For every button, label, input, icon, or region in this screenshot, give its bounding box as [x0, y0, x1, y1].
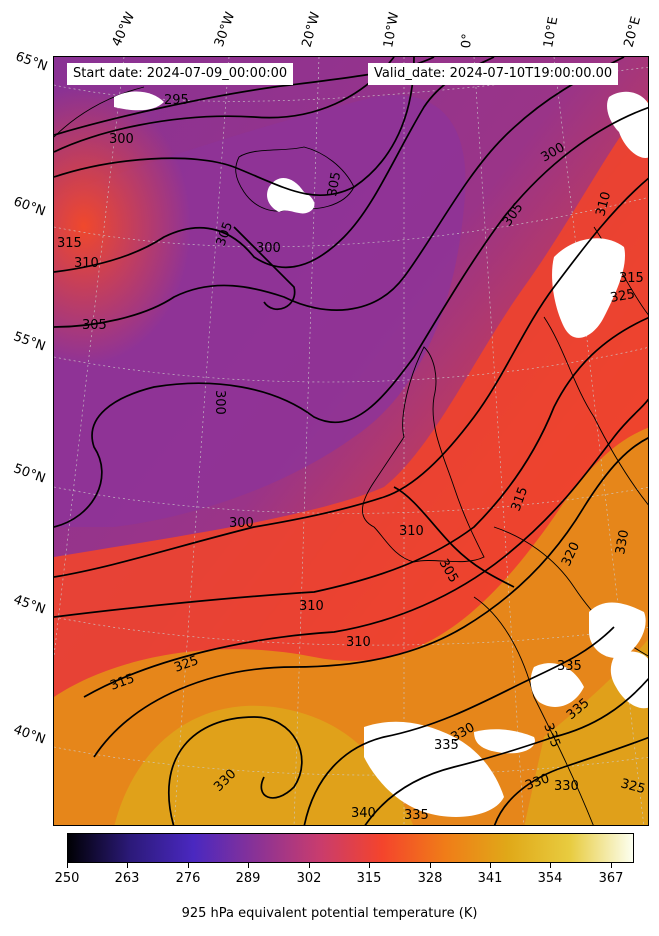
- contour-label: 310: [74, 256, 99, 271]
- colorbar-tick: [369, 863, 370, 868]
- colorbar-tick-label: 367: [598, 871, 624, 886]
- colorbar-tick: [430, 863, 431, 868]
- longitude-label: 10°E: [541, 15, 562, 49]
- colorbar-title: 925 hPa equivalent potential temperature…: [181, 906, 478, 921]
- start-date-label: Start date: 2024-07-09_00:00:00: [67, 63, 294, 85]
- colorbar-tick-label: 328: [417, 871, 443, 886]
- contour-label: 300: [109, 132, 134, 147]
- contour-label-group: 295 300 305 300 305 315 310 305 300 305 …: [57, 93, 647, 823]
- colorbar-tick: [188, 863, 189, 868]
- latitude-label: 60°N: [11, 194, 48, 220]
- contour-label: 315: [619, 271, 644, 286]
- longitude-label: 30°W: [211, 10, 239, 49]
- colorbar-tick-label: 289: [235, 871, 261, 886]
- longitude-label: 10°W: [381, 11, 403, 50]
- colorbar-tick: [67, 863, 68, 868]
- west-warm-patch: [54, 57, 648, 825]
- colorbar-tick: [127, 863, 128, 868]
- colorbar: [67, 833, 634, 863]
- map-canvas: 295 300 305 300 305 315 310 305 300 305 …: [54, 57, 648, 825]
- contour-label: 295: [164, 93, 189, 108]
- contour-label: 330: [554, 779, 579, 794]
- contour-label: 310: [593, 190, 614, 218]
- valid-date-label: Valid_date: 2024-07-10T19:00:00.00: [368, 63, 619, 85]
- colorbar-tick-label: 341: [477, 871, 503, 886]
- contour-label: 335: [557, 659, 582, 674]
- longitude-label: 20°E: [621, 14, 645, 50]
- contour-label: 305: [325, 171, 344, 198]
- longitude-label: 0°: [459, 32, 476, 49]
- contour-label: 315: [57, 236, 82, 251]
- colorbar-tick-label: 302: [296, 871, 322, 886]
- colorbar-tick-label: 263: [114, 871, 140, 886]
- contour-label: 325: [619, 776, 647, 797]
- contour-label: 310: [299, 599, 324, 614]
- latitude-label: 50°N: [11, 461, 48, 487]
- colorbar-tick: [611, 863, 612, 868]
- contour-label: 335: [404, 808, 429, 823]
- contour-label: 300: [229, 516, 254, 531]
- contour-lines: [54, 57, 648, 825]
- colorbar-tick-label: 354: [537, 871, 563, 886]
- masked-patches: [114, 91, 648, 817]
- contour-label: 325: [609, 287, 636, 306]
- contour-label: 310: [346, 635, 371, 650]
- colorbar-tick-label: 250: [54, 871, 80, 886]
- colorbar-tick-label: 276: [175, 871, 201, 886]
- latitude-label: 40°N: [11, 722, 48, 748]
- contour-label: 305: [82, 318, 107, 333]
- colorbar-tick: [550, 863, 551, 868]
- contour-label: 340: [351, 806, 376, 821]
- colorbar-tick: [490, 863, 491, 868]
- colorbar-tick: [248, 863, 249, 868]
- latitude-label: 65°N: [13, 49, 50, 75]
- map-panel: 295 300 305 300 305 315 310 305 300 305 …: [53, 56, 649, 826]
- contour-label: 335: [434, 738, 459, 753]
- contour-label: 300: [256, 241, 281, 256]
- latitude-label: 55°N: [11, 329, 48, 355]
- longitude-label: 40°W: [109, 10, 139, 49]
- colorbar-tick-label: 315: [356, 871, 382, 886]
- contour-label: 310: [399, 524, 424, 539]
- colorbar-tick: [309, 863, 310, 868]
- longitude-label: 20°W: [299, 10, 324, 49]
- contour-label: 300: [212, 390, 227, 415]
- contour-label: 330: [613, 529, 632, 556]
- latitude-label: 45°N: [11, 592, 48, 618]
